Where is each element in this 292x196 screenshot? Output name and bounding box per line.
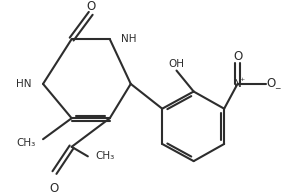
Text: O: O	[233, 50, 242, 63]
Text: CH₃: CH₃	[95, 151, 115, 161]
Text: NH: NH	[121, 34, 137, 44]
Text: HN: HN	[16, 79, 32, 89]
Text: O: O	[50, 182, 59, 195]
Text: OH: OH	[168, 59, 185, 69]
Text: O: O	[86, 0, 95, 13]
Text: O: O	[266, 77, 276, 90]
Text: +: +	[240, 77, 245, 82]
Text: −: −	[274, 84, 281, 93]
Text: N: N	[234, 79, 241, 89]
Text: CH₃: CH₃	[16, 138, 35, 148]
